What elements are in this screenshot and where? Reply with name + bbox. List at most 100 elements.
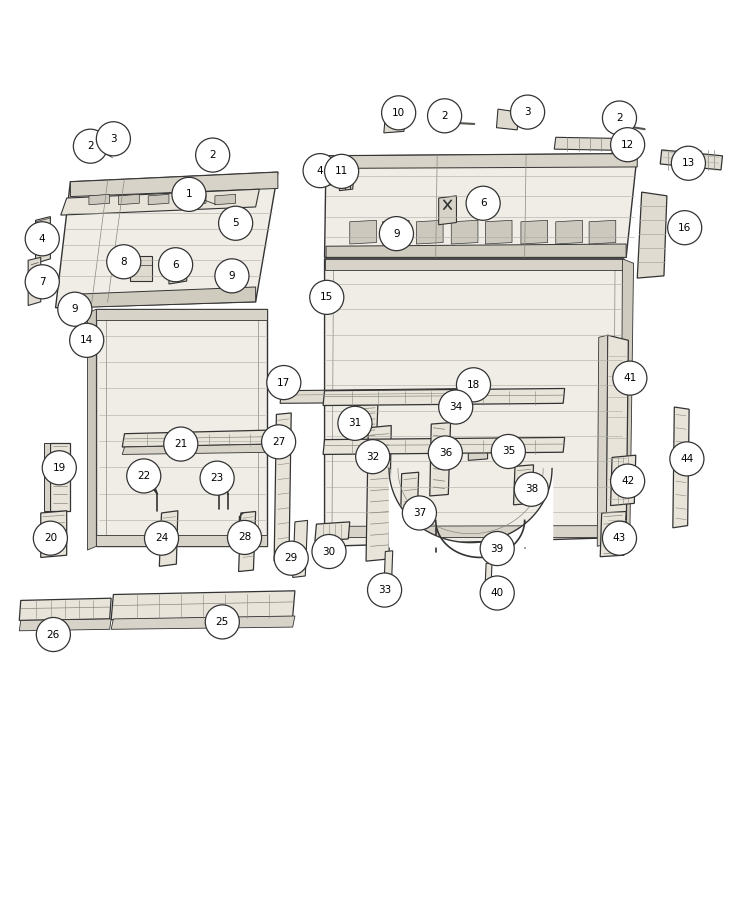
Circle shape (274, 541, 308, 575)
Text: 6: 6 (480, 198, 486, 208)
Text: 9: 9 (72, 304, 78, 314)
Polygon shape (514, 464, 534, 505)
Text: 22: 22 (137, 471, 150, 481)
Circle shape (73, 129, 107, 163)
Text: 32: 32 (366, 452, 379, 462)
Circle shape (356, 439, 390, 473)
Text: 35: 35 (502, 446, 515, 456)
Polygon shape (44, 443, 50, 511)
Polygon shape (185, 194, 206, 204)
Circle shape (668, 211, 702, 245)
Polygon shape (122, 444, 274, 454)
Polygon shape (350, 220, 376, 244)
Polygon shape (61, 189, 259, 215)
Polygon shape (597, 335, 608, 546)
Polygon shape (96, 310, 267, 320)
Polygon shape (400, 472, 419, 542)
Text: 28: 28 (238, 533, 251, 543)
Circle shape (303, 154, 337, 188)
Circle shape (164, 427, 198, 461)
Polygon shape (611, 455, 636, 506)
Text: 41: 41 (623, 374, 637, 383)
Circle shape (312, 535, 346, 569)
Circle shape (219, 206, 253, 240)
Polygon shape (621, 259, 634, 537)
Circle shape (602, 521, 637, 555)
Polygon shape (416, 220, 443, 244)
Polygon shape (41, 511, 67, 557)
Text: 18: 18 (467, 380, 480, 390)
Circle shape (402, 496, 436, 530)
Polygon shape (280, 389, 474, 403)
Polygon shape (325, 154, 637, 257)
Circle shape (262, 425, 296, 459)
Polygon shape (56, 172, 278, 308)
Polygon shape (382, 220, 409, 244)
Polygon shape (70, 172, 278, 196)
Polygon shape (326, 244, 626, 257)
Polygon shape (293, 520, 308, 578)
Circle shape (144, 521, 179, 555)
Polygon shape (323, 389, 565, 406)
Circle shape (42, 451, 76, 485)
Text: 1: 1 (186, 189, 192, 200)
Polygon shape (325, 526, 622, 537)
Text: 21: 21 (174, 439, 187, 449)
Text: 16: 16 (678, 222, 691, 233)
Circle shape (70, 323, 104, 357)
Circle shape (159, 248, 193, 282)
Circle shape (36, 617, 70, 652)
Text: 14: 14 (80, 336, 93, 346)
Polygon shape (606, 335, 628, 544)
Polygon shape (89, 194, 110, 204)
Polygon shape (384, 115, 406, 133)
Polygon shape (92, 133, 113, 152)
Polygon shape (321, 163, 333, 186)
Circle shape (107, 245, 141, 279)
Polygon shape (36, 217, 50, 264)
Polygon shape (19, 598, 111, 620)
Text: 4: 4 (317, 166, 323, 176)
Circle shape (310, 280, 344, 314)
Text: 5: 5 (233, 219, 239, 229)
Circle shape (671, 146, 705, 180)
Circle shape (466, 186, 500, 220)
Text: 26: 26 (47, 629, 60, 640)
Polygon shape (637, 192, 667, 278)
Circle shape (613, 361, 647, 395)
Polygon shape (274, 413, 291, 562)
Polygon shape (430, 423, 451, 496)
Polygon shape (148, 194, 169, 204)
Text: 36: 36 (439, 448, 452, 458)
Text: 29: 29 (285, 554, 298, 563)
Circle shape (611, 128, 645, 162)
Text: 7: 7 (39, 277, 45, 287)
Polygon shape (169, 256, 187, 284)
Text: 23: 23 (210, 473, 224, 483)
Text: 43: 43 (613, 533, 626, 544)
Text: 40: 40 (491, 588, 504, 598)
Polygon shape (485, 562, 492, 598)
Polygon shape (521, 220, 548, 244)
Circle shape (227, 520, 262, 554)
Circle shape (670, 442, 704, 476)
Circle shape (428, 99, 462, 133)
Circle shape (428, 436, 462, 470)
Polygon shape (339, 168, 354, 191)
Circle shape (439, 390, 473, 424)
Circle shape (96, 122, 130, 156)
Polygon shape (325, 259, 624, 270)
Text: 9: 9 (229, 271, 235, 281)
Polygon shape (111, 616, 295, 629)
Polygon shape (600, 511, 626, 557)
Text: 25: 25 (216, 616, 229, 627)
Polygon shape (122, 430, 274, 447)
Circle shape (58, 292, 92, 327)
Polygon shape (70, 287, 256, 308)
Polygon shape (96, 536, 267, 546)
Circle shape (611, 464, 645, 499)
Text: 12: 12 (621, 140, 634, 149)
Circle shape (215, 259, 249, 292)
Circle shape (382, 95, 416, 130)
Text: 2: 2 (210, 150, 216, 160)
